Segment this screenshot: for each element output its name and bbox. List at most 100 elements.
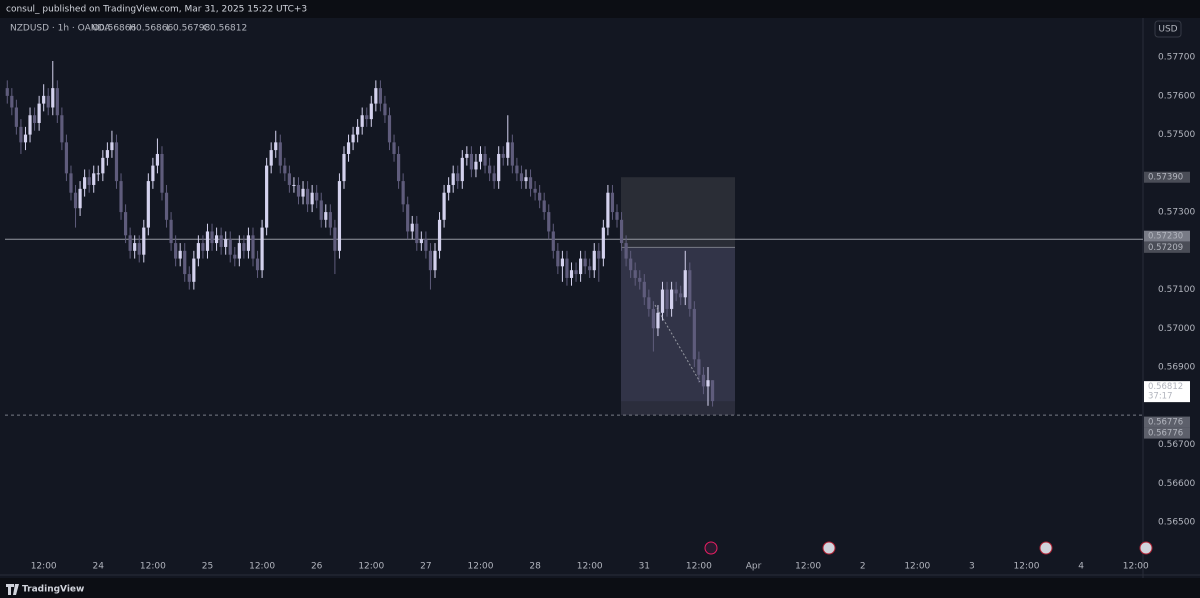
candle-body [465,153,469,158]
candle-body [419,239,423,244]
y-tick-label: 0.56600 [1158,479,1195,489]
currency-button[interactable] [1154,20,1182,38]
candle-body [396,153,401,182]
current-price: 0.56812 [1148,382,1183,392]
x-tick-label: 12:00 [358,562,384,572]
x-tick-label: 12:00 [795,562,821,572]
candle-body [583,258,587,267]
candle-body [538,192,542,201]
trend-line [654,304,701,383]
candle-body [237,243,241,259]
candle-body [110,142,114,151]
event-icon[interactable] [1039,541,1053,555]
candle-body [37,103,41,123]
candle-body [83,177,87,189]
x-tick-label: 12:00 [904,562,930,572]
candle-body [183,250,187,275]
logo: TradingView [22,585,84,595]
price-label: 0.56776 [1148,429,1183,439]
candle-body [542,200,546,213]
x-tick-label: 27 [420,562,431,572]
candle-body [578,258,583,275]
price-label: 0.56776 [1148,418,1183,428]
candle-body [601,227,605,259]
candle-body [174,243,178,259]
x-tick-label: 12:00 [468,562,494,572]
price-label: 0.57230 [1148,232,1183,242]
ohlc-value: 0.56798 [173,24,210,34]
y-tick-label: 0.57500 [1158,130,1195,140]
candle-body [497,153,501,182]
candle-body [437,219,442,251]
candle-body [92,173,96,185]
candle-body [255,258,260,271]
candle-body [23,134,28,143]
y-tick-label: 0.56900 [1158,363,1195,373]
event-icon[interactable] [822,541,836,555]
candle-body [14,107,18,127]
x-tick-label: 28 [529,562,541,572]
candle-body [178,250,182,259]
candle-body [251,235,255,259]
candle-body [701,374,706,387]
y-tick-label: 0.57600 [1158,91,1195,101]
price-label-box [1144,171,1190,183]
candle-body [333,227,337,251]
event-icon[interactable] [704,541,718,555]
candle-body [383,103,387,116]
x-tick-label: 4 [1078,562,1084,572]
candle-body [469,153,473,170]
candle-body [474,161,478,170]
candle-body [351,134,355,143]
candle-body [28,115,32,135]
candle-body [269,150,273,166]
publisher: consul_ published on TradingView.com, Ma… [6,5,307,15]
candle-body [337,181,342,251]
candle-body [428,250,433,271]
candle-body [19,126,23,143]
candle-body [387,115,392,143]
candle-body [219,235,223,247]
candle-body [683,270,687,298]
candle-body [524,177,528,182]
candle-body [346,142,351,154]
candle-body [679,293,683,298]
candle-body [456,173,460,182]
candle-body [214,235,219,244]
price-label-box [1144,416,1190,428]
candle-body [519,173,524,182]
candle-body [151,165,155,182]
candle-body [328,212,332,228]
currency[interactable]: USD [1158,25,1177,35]
candle-body [615,212,619,220]
candle-body [660,289,665,313]
candle-body [105,150,109,158]
candle-body [201,243,205,251]
stop-zone [621,177,735,248]
candle-body [556,250,560,267]
event-icon[interactable] [1139,541,1153,555]
candle-body [674,289,678,294]
y-tick-label: 0.57700 [1158,53,1195,63]
price-label: 0.57209 [1148,243,1183,253]
candle-body [597,250,601,259]
candle-body [324,212,328,220]
candle-body [133,243,137,251]
x-tick-label: 24 [93,562,105,572]
target-zone [621,247,735,416]
x-tick-label: 12:00 [249,562,275,572]
candle-body [196,243,200,259]
candle-body [310,192,314,205]
candle-body [638,277,642,282]
x-tick-label: 12:00 [1014,562,1040,572]
candle-body [510,142,514,166]
logo-icon [6,584,19,595]
candle-body [656,312,660,329]
candle-body [210,231,214,244]
candle-body [528,177,533,189]
candle-body [697,359,701,375]
candle-body [487,165,492,174]
y-tick-label: 0.56700 [1158,440,1195,450]
